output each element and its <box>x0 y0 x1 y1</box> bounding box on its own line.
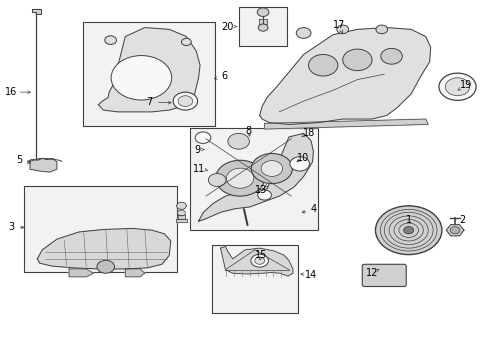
Text: 14: 14 <box>305 270 317 280</box>
Text: 9: 9 <box>195 144 201 154</box>
Circle shape <box>195 132 211 143</box>
Bar <box>83 22 215 126</box>
Circle shape <box>251 153 293 184</box>
Polygon shape <box>446 225 464 236</box>
Circle shape <box>439 73 476 100</box>
Bar <box>190 128 318 230</box>
Circle shape <box>251 254 269 267</box>
Circle shape <box>309 54 338 76</box>
Polygon shape <box>265 119 428 129</box>
Text: 3: 3 <box>8 222 15 232</box>
Circle shape <box>290 157 310 171</box>
Text: 10: 10 <box>296 153 309 163</box>
Polygon shape <box>177 215 185 220</box>
Text: 5: 5 <box>16 155 23 165</box>
Text: 7: 7 <box>147 97 153 107</box>
Text: 6: 6 <box>221 71 227 81</box>
Polygon shape <box>37 228 171 269</box>
Circle shape <box>404 226 414 234</box>
Text: 8: 8 <box>245 126 251 135</box>
Text: 2: 2 <box>459 215 466 225</box>
Circle shape <box>97 260 115 273</box>
Bar <box>239 7 287 46</box>
Circle shape <box>337 25 348 34</box>
Text: 19: 19 <box>460 80 472 90</box>
Text: 20: 20 <box>221 22 234 32</box>
Polygon shape <box>98 28 200 112</box>
Circle shape <box>208 174 226 186</box>
Bar <box>212 244 298 314</box>
Polygon shape <box>198 134 314 221</box>
Polygon shape <box>69 269 94 277</box>
Polygon shape <box>125 269 145 277</box>
Circle shape <box>343 49 372 71</box>
FancyBboxPatch shape <box>362 264 406 287</box>
Text: 18: 18 <box>303 128 316 138</box>
Circle shape <box>261 161 283 176</box>
Circle shape <box>216 160 265 196</box>
Text: 1: 1 <box>406 215 412 225</box>
Circle shape <box>226 168 254 188</box>
Text: 12: 12 <box>366 268 378 278</box>
Circle shape <box>255 257 265 264</box>
Circle shape <box>111 55 172 100</box>
Circle shape <box>257 8 269 17</box>
Text: 15: 15 <box>255 250 268 260</box>
Circle shape <box>450 226 460 234</box>
Bar <box>24 186 176 272</box>
Polygon shape <box>30 158 57 172</box>
Text: 13: 13 <box>254 185 267 195</box>
Polygon shape <box>259 19 268 24</box>
Circle shape <box>381 48 402 64</box>
Polygon shape <box>260 28 431 125</box>
Circle shape <box>258 24 268 31</box>
Polygon shape <box>220 246 293 276</box>
Circle shape <box>296 28 311 39</box>
Text: 17: 17 <box>333 20 345 30</box>
Polygon shape <box>32 9 41 14</box>
Text: 11: 11 <box>193 163 205 174</box>
Circle shape <box>376 25 388 34</box>
Text: 4: 4 <box>310 204 317 214</box>
Polygon shape <box>175 220 187 222</box>
Circle shape <box>375 206 442 255</box>
Circle shape <box>181 39 191 45</box>
Circle shape <box>173 92 197 110</box>
Circle shape <box>445 78 470 96</box>
Circle shape <box>228 134 249 149</box>
Circle shape <box>176 202 186 210</box>
Text: 16: 16 <box>5 87 18 97</box>
Circle shape <box>258 190 271 200</box>
Circle shape <box>105 36 117 44</box>
Circle shape <box>177 210 185 216</box>
Circle shape <box>178 96 193 107</box>
